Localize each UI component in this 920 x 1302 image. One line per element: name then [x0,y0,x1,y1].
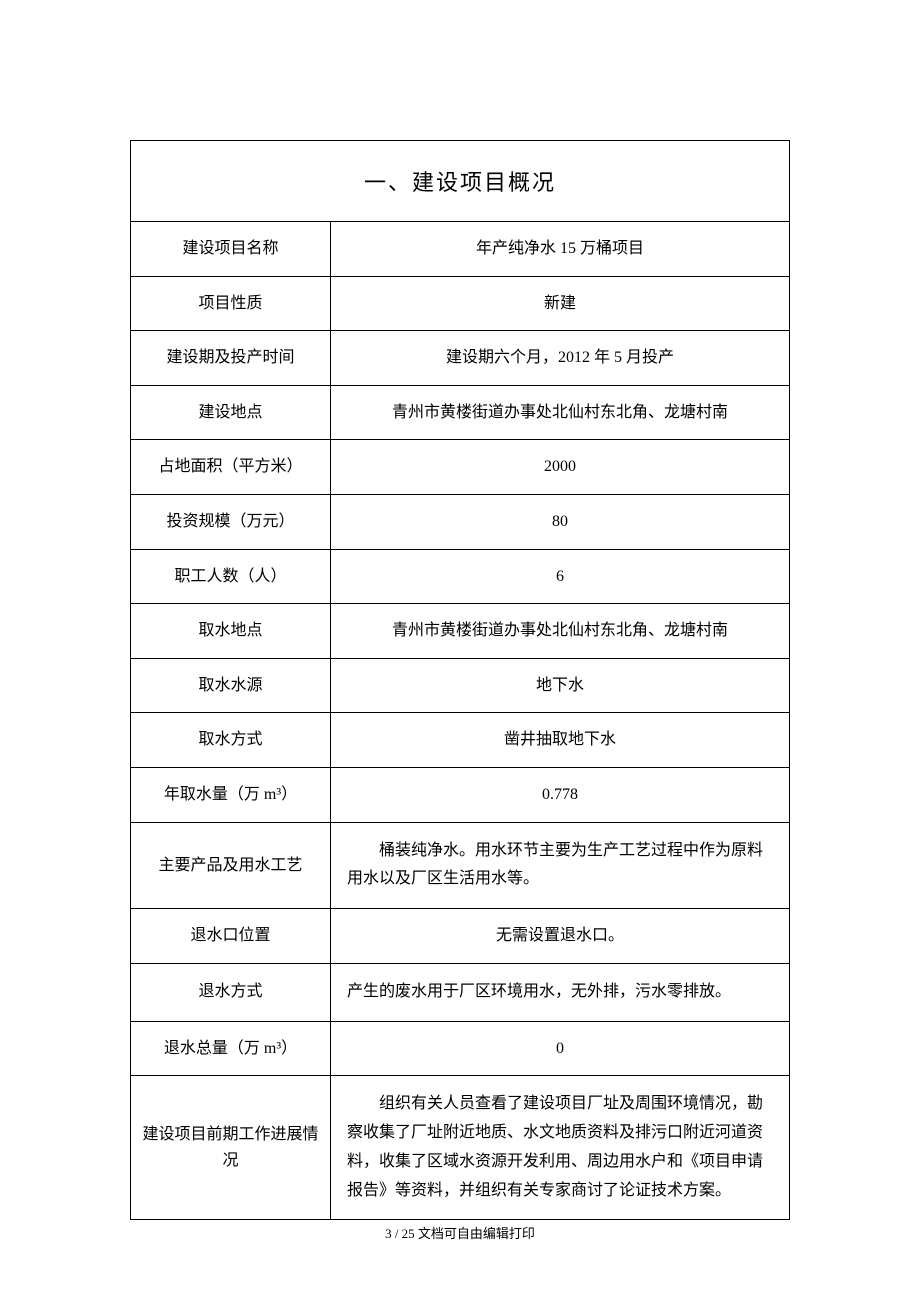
label-drainage-location: 退水口位置 [131,909,331,964]
table-row: 占地面积（平方米） 2000 [131,440,790,495]
label-project-name: 建设项目名称 [131,222,331,277]
label-water-intake-location: 取水地点 [131,604,331,659]
table-row: 投资规模（万元） 80 [131,494,790,549]
value-water-intake-method: 凿井抽取地下水 [331,713,790,768]
table-row: 建设项目名称 年产纯净水 15 万桶项目 [131,222,790,277]
label-investment-scale: 投资规模（万元） [131,494,331,549]
label-water-intake-method: 取水方式 [131,713,331,768]
label-drainage-total: 退水总量（万 m³） [131,1021,331,1076]
table-row: 取水方式 凿井抽取地下水 [131,713,790,768]
label-annual-water-intake: 年取水量（万 m³） [131,767,331,822]
title-row: 一、建设项目概况 [131,141,790,222]
value-preliminary-progress: 组织有关人员查看了建设项目厂址及周围环境情况，勘察收集了厂址附近地质、水文地质资… [331,1076,790,1220]
value-drainage-total: 0 [331,1021,790,1076]
value-project-nature: 新建 [331,276,790,331]
value-annual-water-intake: 0.778 [331,767,790,822]
page-footer: 3 / 25 文档可自由编辑打印 [0,1223,920,1242]
value-project-name: 年产纯净水 15 万桶项目 [331,222,790,277]
label-construction-location: 建设地点 [131,385,331,440]
label-construction-period: 建设期及投产时间 [131,331,331,386]
project-overview-table: 一、建设项目概况 建设项目名称 年产纯净水 15 万桶项目 项目性质 新建 建设… [130,140,790,1220]
value-water-intake-location: 青州市黄楼街道办事处北仙村东北角、龙塘村南 [331,604,790,659]
label-staff-count: 职工人数（人） [131,549,331,604]
label-project-nature: 项目性质 [131,276,331,331]
table-row: 退水方式 产生的废水用于厂区环境用水，无外排，污水零排放。 [131,963,790,1021]
table-row: 建设地点 青州市黄楼街道办事处北仙村东北角、龙塘村南 [131,385,790,440]
value-drainage-location: 无需设置退水口。 [331,909,790,964]
value-staff-count: 6 [331,549,790,604]
table-row: 职工人数（人） 6 [131,549,790,604]
section-title: 一、建设项目概况 [131,141,790,222]
label-preliminary-progress: 建设项目前期工作进展情况 [131,1076,331,1220]
label-land-area: 占地面积（平方米） [131,440,331,495]
page-container: 一、建设项目概况 建设项目名称 年产纯净水 15 万桶项目 项目性质 新建 建设… [0,0,920,1220]
value-construction-period: 建设期六个月，2012 年 5 月投产 [331,331,790,386]
table-row: 取水水源 地下水 [131,658,790,713]
table-row: 建设期及投产时间 建设期六个月，2012 年 5 月投产 [131,331,790,386]
label-drainage-method: 退水方式 [131,963,331,1021]
label-main-products: 主要产品及用水工艺 [131,822,331,909]
table-row: 主要产品及用水工艺 桶装纯净水。用水环节主要为生产工艺过程中作为原料用水以及厂区… [131,822,790,909]
table-row: 取水地点 青州市黄楼街道办事处北仙村东北角、龙塘村南 [131,604,790,659]
table-row: 建设项目前期工作进展情况 组织有关人员查看了建设项目厂址及周围环境情况，勘察收集… [131,1076,790,1220]
value-construction-location: 青州市黄楼街道办事处北仙村东北角、龙塘村南 [331,385,790,440]
table-row: 退水口位置 无需设置退水口。 [131,909,790,964]
value-land-area: 2000 [331,440,790,495]
table-row: 项目性质 新建 [131,276,790,331]
label-water-source: 取水水源 [131,658,331,713]
value-main-products: 桶装纯净水。用水环节主要为生产工艺过程中作为原料用水以及厂区生活用水等。 [331,822,790,909]
value-drainage-method: 产生的废水用于厂区环境用水，无外排，污水零排放。 [331,963,790,1021]
value-water-source: 地下水 [331,658,790,713]
table-row: 退水总量（万 m³） 0 [131,1021,790,1076]
table-row: 年取水量（万 m³） 0.778 [131,767,790,822]
value-investment-scale: 80 [331,494,790,549]
